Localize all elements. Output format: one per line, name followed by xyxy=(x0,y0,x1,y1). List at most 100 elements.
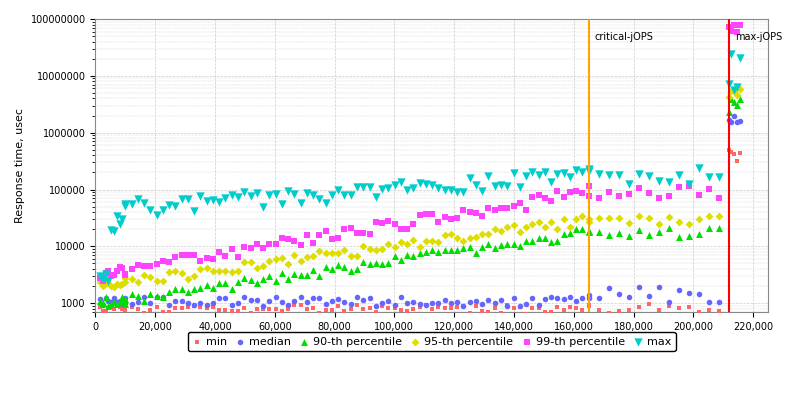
max xyxy=(407,185,420,192)
max xyxy=(482,173,495,179)
max xyxy=(382,185,394,191)
90-th percentile xyxy=(558,230,570,237)
90-th percentile xyxy=(250,280,263,286)
95-th percentile xyxy=(102,280,114,286)
max xyxy=(282,188,294,194)
median xyxy=(282,302,294,308)
99-th percentile xyxy=(734,22,746,28)
min xyxy=(131,306,144,312)
99-th percentile xyxy=(250,241,263,247)
max xyxy=(94,273,106,279)
90-th percentile xyxy=(306,267,319,274)
min xyxy=(563,304,576,310)
median xyxy=(131,298,144,305)
99-th percentile xyxy=(301,232,314,238)
max xyxy=(653,178,666,184)
median xyxy=(357,296,370,303)
min xyxy=(592,307,605,313)
max xyxy=(693,164,706,171)
90-th percentile xyxy=(622,233,635,239)
median xyxy=(673,287,686,293)
max xyxy=(131,195,144,202)
99-th percentile xyxy=(476,212,489,219)
median xyxy=(401,300,414,306)
99-th percentile xyxy=(162,259,175,266)
min xyxy=(682,304,695,310)
90-th percentile xyxy=(633,227,646,234)
median xyxy=(313,295,326,302)
99-th percentile xyxy=(169,254,182,260)
95-th percentile xyxy=(563,223,576,230)
median xyxy=(642,293,655,300)
90-th percentile xyxy=(438,247,451,253)
min xyxy=(99,308,112,314)
90-th percentile xyxy=(727,98,740,105)
max xyxy=(662,178,675,185)
max xyxy=(110,213,123,219)
95-th percentile xyxy=(576,212,589,219)
95-th percentile xyxy=(622,220,635,226)
median xyxy=(119,299,132,306)
95-th percentile xyxy=(633,212,646,219)
max xyxy=(514,184,526,190)
max xyxy=(119,201,132,207)
99-th percentile xyxy=(138,262,150,269)
99-th percentile xyxy=(175,252,188,259)
95-th percentile xyxy=(119,279,132,286)
95-th percentile xyxy=(526,220,538,227)
median xyxy=(275,299,288,305)
max xyxy=(682,180,695,187)
90-th percentile xyxy=(407,252,420,259)
95-th percentile xyxy=(194,266,207,272)
max xyxy=(102,277,114,284)
90-th percentile xyxy=(175,286,188,292)
99-th percentile xyxy=(582,183,595,189)
median xyxy=(520,301,533,308)
median xyxy=(306,295,319,302)
min xyxy=(662,303,675,310)
99-th percentile xyxy=(219,252,232,259)
min xyxy=(526,305,538,311)
90-th percentile xyxy=(282,276,294,282)
90-th percentile xyxy=(326,266,338,272)
95-th percentile xyxy=(673,219,686,226)
99-th percentile xyxy=(200,255,213,261)
max xyxy=(288,190,301,197)
median xyxy=(702,299,715,306)
median xyxy=(653,284,666,290)
max xyxy=(257,204,270,210)
max xyxy=(238,189,250,196)
95-th percentile xyxy=(394,239,407,245)
99-th percentile xyxy=(119,271,132,277)
90-th percentile xyxy=(232,279,245,285)
median xyxy=(722,117,735,123)
max xyxy=(602,171,615,178)
99-th percentile xyxy=(682,183,695,189)
95-th percentile xyxy=(592,215,605,222)
90-th percentile xyxy=(370,260,382,266)
95-th percentile xyxy=(662,214,675,221)
median xyxy=(576,294,589,301)
95-th percentile xyxy=(482,231,495,238)
median xyxy=(169,298,182,304)
min xyxy=(612,307,625,314)
max xyxy=(450,189,463,195)
median xyxy=(551,294,564,301)
99-th percentile xyxy=(116,264,129,271)
min xyxy=(494,310,507,316)
min xyxy=(213,307,226,314)
95-th percentile xyxy=(250,264,263,271)
99-th percentile xyxy=(702,186,715,192)
99-th percentile xyxy=(125,266,138,272)
99-th percentile xyxy=(419,211,432,217)
99-th percentile xyxy=(150,260,163,267)
95-th percentile xyxy=(407,237,420,243)
95-th percentile xyxy=(532,219,545,225)
95-th percentile xyxy=(169,268,182,274)
min xyxy=(713,308,726,314)
95-th percentile xyxy=(125,276,138,283)
90-th percentile xyxy=(538,234,551,241)
median xyxy=(144,300,157,306)
median xyxy=(96,302,109,308)
min xyxy=(582,302,595,308)
